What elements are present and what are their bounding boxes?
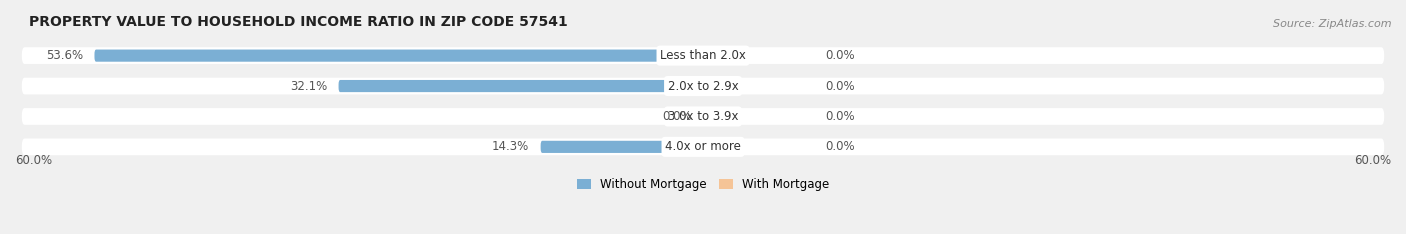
Text: 60.0%: 60.0% <box>1354 154 1391 167</box>
FancyBboxPatch shape <box>339 80 703 92</box>
FancyBboxPatch shape <box>22 108 1384 125</box>
Text: 14.3%: 14.3% <box>492 140 529 153</box>
Text: Less than 2.0x: Less than 2.0x <box>659 49 747 62</box>
Text: 4.0x or more: 4.0x or more <box>665 140 741 153</box>
FancyBboxPatch shape <box>94 50 703 62</box>
Text: Source: ZipAtlas.com: Source: ZipAtlas.com <box>1274 19 1392 29</box>
Text: 60.0%: 60.0% <box>15 154 52 167</box>
Text: 0.0%: 0.0% <box>825 49 855 62</box>
Text: 53.6%: 53.6% <box>46 49 83 62</box>
Text: 0.0%: 0.0% <box>825 110 855 123</box>
FancyBboxPatch shape <box>22 139 1384 155</box>
Text: 2.0x to 2.9x: 2.0x to 2.9x <box>668 80 738 92</box>
FancyBboxPatch shape <box>541 141 703 153</box>
Text: 32.1%: 32.1% <box>290 80 328 92</box>
Text: 0.0%: 0.0% <box>825 80 855 92</box>
FancyBboxPatch shape <box>22 78 1384 94</box>
FancyBboxPatch shape <box>22 47 1384 64</box>
Legend: Without Mortgage, With Mortgage: Without Mortgage, With Mortgage <box>572 173 834 196</box>
Text: 0.0%: 0.0% <box>825 140 855 153</box>
Text: PROPERTY VALUE TO HOUSEHOLD INCOME RATIO IN ZIP CODE 57541: PROPERTY VALUE TO HOUSEHOLD INCOME RATIO… <box>28 15 568 29</box>
Text: 0.0%: 0.0% <box>662 110 692 123</box>
Text: 3.0x to 3.9x: 3.0x to 3.9x <box>668 110 738 123</box>
